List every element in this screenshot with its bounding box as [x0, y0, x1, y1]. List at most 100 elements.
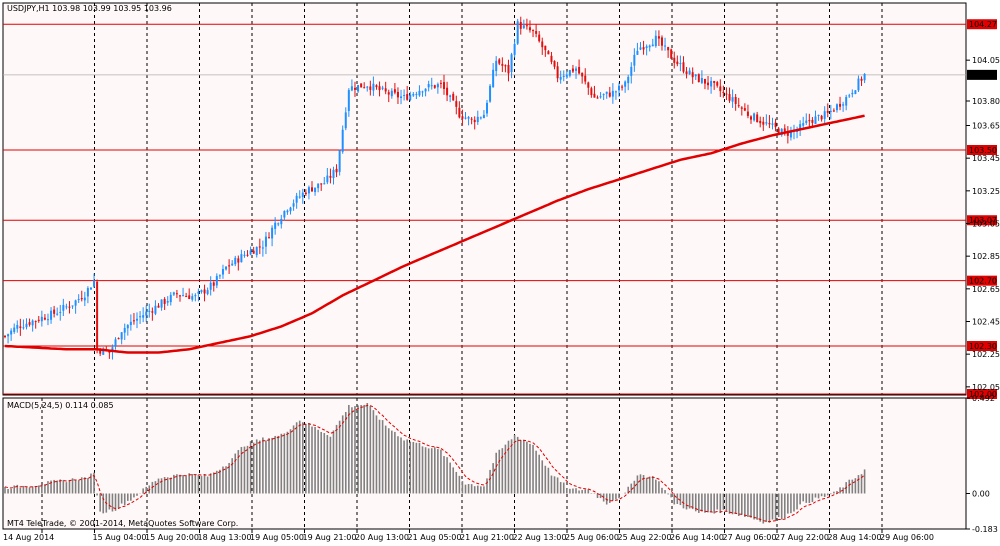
- candle-body: [719, 86, 722, 92]
- candle-body: [424, 88, 427, 92]
- candle-body: [212, 282, 215, 286]
- candle-body: [584, 75, 587, 82]
- candle-body: [31, 320, 34, 326]
- candle-body: [129, 321, 132, 326]
- candle-body: [753, 113, 756, 121]
- price-pane[interactable]: [2, 2, 967, 396]
- candle-body: [62, 304, 65, 311]
- level-label: 102.30: [969, 342, 997, 351]
- candle-body: [777, 128, 780, 134]
- candle-body: [581, 72, 584, 77]
- candle-body: [366, 86, 369, 88]
- candle-body: [746, 111, 749, 116]
- candle-body: [464, 117, 467, 119]
- candle-body: [688, 70, 691, 75]
- candle-body: [53, 309, 56, 314]
- candle-body: [765, 122, 768, 124]
- candle-body: [40, 316, 43, 322]
- candle-body: [360, 83, 363, 88]
- candle-body: [575, 68, 578, 71]
- candle-body: [264, 236, 267, 247]
- candle-body: [750, 116, 753, 120]
- candle-body: [283, 211, 286, 218]
- candle-body: [737, 105, 740, 107]
- candle-body: [842, 104, 845, 106]
- candle-body: [194, 295, 197, 297]
- candle-body: [578, 66, 581, 74]
- candle-body: [228, 265, 231, 267]
- macd-histogram: 0.492 0.00 -0.183: [4, 394, 998, 534]
- candle-body: [206, 290, 209, 294]
- candle-body: [151, 311, 154, 313]
- candle-body: [786, 132, 789, 136]
- candle-body: [618, 85, 620, 91]
- candle-body: [814, 116, 817, 124]
- candle-body: [215, 276, 218, 286]
- candle-body: [799, 124, 802, 131]
- candle-body: [71, 305, 74, 307]
- time-label: 14 Aug 2014: [3, 533, 54, 542]
- candle-body: [387, 92, 390, 95]
- candle-body: [519, 21, 522, 29]
- time-label: 25 Aug 06:00: [565, 533, 619, 542]
- candle-body: [624, 81, 627, 87]
- candle-body: [817, 114, 820, 116]
- candle-body: [221, 269, 224, 275]
- candle-body: [326, 175, 329, 183]
- candle-body: [375, 85, 378, 88]
- candle-body: [667, 47, 670, 51]
- candle-body: [4, 336, 6, 338]
- candle-body: [602, 94, 605, 96]
- candle-body: [317, 183, 320, 189]
- level-label: 104.27: [969, 20, 997, 29]
- candle-body: [277, 223, 280, 225]
- candle-body: [587, 82, 590, 88]
- time-label: 15 Aug 04:00: [93, 533, 147, 542]
- time-label: 15 Aug 20:00: [145, 533, 199, 542]
- candle-body: [280, 218, 283, 225]
- candle-body: [163, 298, 166, 304]
- candle-body: [43, 317, 46, 320]
- candle-body: [443, 82, 446, 89]
- candle-body: [231, 263, 234, 266]
- candle-body: [185, 296, 188, 298]
- horizontal-levels: 104.27 103.50 103.07 102.70 102.30 102.00 103.…: [3, 19, 997, 399]
- candle-body: [550, 55, 553, 62]
- candle-body: [218, 275, 221, 277]
- macd-pane[interactable]: [2, 397, 967, 530]
- candle-body: [697, 74, 700, 83]
- candle-body: [510, 54, 513, 73]
- candle-body: [789, 130, 792, 138]
- candle-body: [421, 91, 424, 93]
- candle-body: [77, 298, 80, 300]
- candle-body: [209, 282, 212, 290]
- price-tick-label: 102.85: [972, 252, 1000, 261]
- candle-body: [854, 90, 857, 94]
- price-tick-label: 103.80: [972, 97, 1000, 106]
- candle-body: [400, 96, 403, 99]
- candle-body: [525, 25, 528, 27]
- candle-body: [271, 227, 274, 239]
- candle-body: [449, 95, 452, 97]
- time-label: 19 Aug 21:00: [303, 533, 357, 542]
- candle-body: [191, 296, 194, 300]
- candle-body: [311, 187, 313, 192]
- candle-body: [142, 315, 145, 318]
- candle-body: [255, 247, 258, 256]
- candle-body: [268, 237, 271, 239]
- candle-body: [857, 78, 860, 91]
- candle-body: [532, 30, 535, 32]
- candle-body: [559, 76, 562, 80]
- level-label-bg: [967, 389, 997, 399]
- candle-body: [166, 301, 169, 303]
- candle-body: [802, 123, 805, 126]
- candle-body: [353, 87, 356, 90]
- candle-body: [298, 196, 301, 198]
- time-label: 21 Aug 05:00: [408, 533, 462, 542]
- candle-body: [771, 123, 774, 125]
- candle-body: [384, 88, 387, 92]
- candle-body: [332, 169, 335, 179]
- candle-body: [34, 321, 37, 323]
- candle-body: [93, 280, 96, 287]
